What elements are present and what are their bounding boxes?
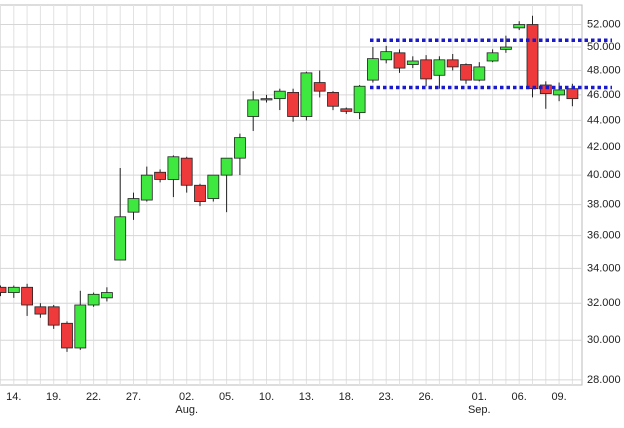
plot-area — [0, 4, 583, 386]
x-tick-label: 27. — [126, 391, 141, 403]
candle-body — [499, 46, 512, 50]
y-tick-label: 42.000 — [587, 141, 621, 153]
candle-body — [366, 58, 379, 81]
candle-body — [526, 24, 539, 90]
candle-body — [0, 286, 7, 293]
y-tick-label: 30.000 — [587, 334, 621, 346]
candle-body — [380, 51, 393, 61]
candle-body — [446, 59, 459, 68]
candle-body — [114, 216, 127, 261]
candle-body — [553, 89, 565, 96]
candle-body — [539, 84, 552, 95]
x-tick-label: 18. — [339, 391, 354, 403]
candle-body — [140, 174, 153, 201]
x-tick-label: 14. — [6, 391, 21, 403]
candle-body — [87, 293, 100, 306]
x-tick-label: 19. — [46, 391, 61, 403]
candle-body — [393, 52, 406, 69]
candle-body — [21, 286, 34, 306]
candle-body — [7, 286, 20, 293]
y-tick-label: 34.000 — [587, 262, 621, 274]
candle-body — [460, 64, 472, 81]
x-tick-label: 05. — [219, 391, 234, 403]
y-tick-label: 50.000 — [587, 41, 621, 53]
candle-body — [513, 24, 526, 29]
candle-body — [194, 184, 206, 202]
candle-body — [273, 90, 286, 100]
x-tick-label: 23. — [379, 391, 394, 403]
candle-body — [47, 306, 60, 326]
candle-body — [233, 137, 246, 159]
candle-body — [353, 85, 366, 114]
candle-body — [180, 157, 193, 186]
candle-body — [34, 306, 47, 315]
candle-body — [167, 156, 180, 180]
candle-body — [486, 52, 499, 62]
x-tick-label: 06. — [512, 391, 527, 403]
y-tick-label: 48.000 — [587, 64, 621, 76]
x-tick-label: 10. — [259, 391, 274, 403]
candle-body — [566, 88, 579, 100]
marks — [0, 15, 579, 352]
candle-body — [127, 198, 140, 213]
candle-body — [101, 292, 113, 299]
month-label: Sep. — [468, 404, 491, 416]
y-tick-label: 44.000 — [587, 114, 621, 126]
candle-body — [61, 322, 73, 349]
candle-body — [340, 108, 353, 112]
y-tick-label: 32.000 — [587, 297, 621, 309]
candle-body — [473, 66, 486, 81]
candle-body — [247, 99, 260, 117]
candle-body — [220, 157, 233, 176]
candle-body — [74, 304, 87, 349]
y-tick-label: 36.000 — [587, 230, 621, 242]
x-tick-label: 22. — [86, 391, 101, 403]
candle-body — [300, 72, 313, 117]
candle-body — [406, 60, 419, 65]
y-tick-label: 28.000 — [587, 374, 621, 386]
y-tick-label: 38.000 — [587, 198, 621, 210]
candle-body — [433, 59, 446, 76]
month-label: Aug. — [175, 404, 198, 416]
x-tick-label: 26. — [418, 391, 433, 403]
candle-body — [287, 92, 300, 117]
y-tick-label: 52.000 — [587, 18, 621, 30]
candle-body — [260, 98, 273, 101]
candle-body — [420, 59, 433, 80]
x-tick-label: 09. — [551, 391, 566, 403]
candle-body — [154, 171, 167, 180]
candle-body — [313, 82, 326, 92]
grid — [0, 5, 582, 385]
y-tick-label: 46.000 — [587, 89, 621, 101]
x-tick-label: 02. — [179, 391, 194, 403]
x-tick-label: 01. — [472, 391, 487, 403]
y-tick-label: 40.000 — [587, 169, 621, 181]
labels: 28.000 30.000 32.000 34.000 36.000 38.000 40.0… — [6, 18, 621, 415]
candle-body — [207, 174, 220, 199]
x-tick-label: 13. — [299, 391, 314, 403]
candle-body — [327, 92, 339, 107]
